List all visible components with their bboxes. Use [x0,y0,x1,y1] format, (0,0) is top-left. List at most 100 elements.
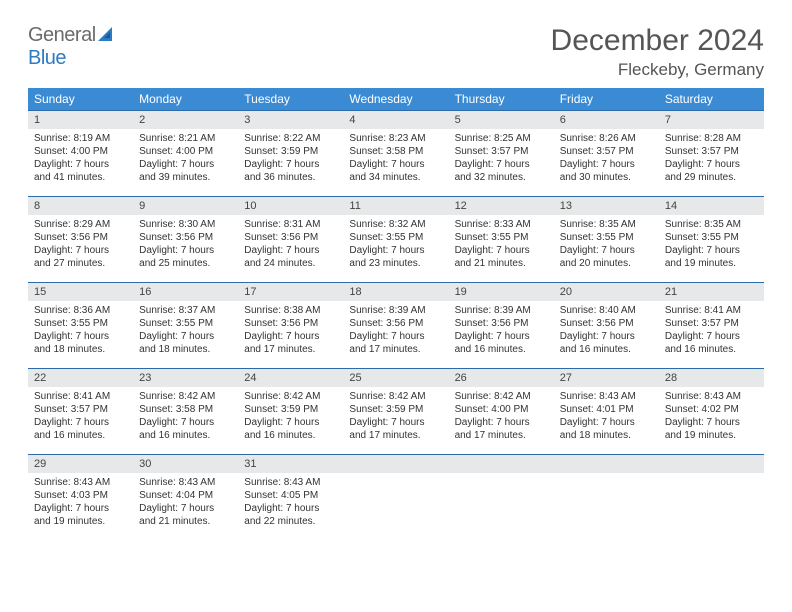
sunrise-text: Sunrise: 8:22 AM [244,132,337,145]
daylight-text: Daylight: 7 hours [665,416,758,429]
day-number: 26 [449,369,554,387]
daylight-text: and 36 minutes. [244,171,337,184]
day-body: Sunrise: 8:43 AMSunset: 4:03 PMDaylight:… [28,473,133,532]
calendar-cell: 4Sunrise: 8:23 AMSunset: 3:58 PMDaylight… [343,111,448,197]
daylight-text: Daylight: 7 hours [244,502,337,515]
sunset-text: Sunset: 3:55 PM [139,317,232,330]
daylight-text: Daylight: 7 hours [139,330,232,343]
calendar-cell: 20Sunrise: 8:40 AMSunset: 3:56 PMDayligh… [554,283,659,369]
day-body: Sunrise: 8:31 AMSunset: 3:56 PMDaylight:… [238,215,343,274]
day-body: Sunrise: 8:39 AMSunset: 3:56 PMDaylight:… [449,301,554,360]
sunset-text: Sunset: 3:59 PM [244,403,337,416]
calendar-cell: 9Sunrise: 8:30 AMSunset: 3:56 PMDaylight… [133,197,238,283]
daylight-text: and 18 minutes. [560,429,653,442]
sunset-text: Sunset: 3:58 PM [139,403,232,416]
brand-logo: General Blue [28,24,116,70]
weekday-header: Thursday [449,88,554,111]
title-block: December 2024 Fleckeby, Germany [551,24,764,80]
calendar-row: 29Sunrise: 8:43 AMSunset: 4:03 PMDayligh… [28,455,764,541]
daylight-text: Daylight: 7 hours [244,330,337,343]
day-number: 2 [133,111,238,129]
day-number: 30 [133,455,238,473]
header: General Blue December 2024 Fleckeby, Ger… [28,24,764,80]
sunrise-text: Sunrise: 8:40 AM [560,304,653,317]
weekday-header: Saturday [659,88,764,111]
calendar-cell: 19Sunrise: 8:39 AMSunset: 3:56 PMDayligh… [449,283,554,369]
sunrise-text: Sunrise: 8:19 AM [34,132,127,145]
sunrise-text: Sunrise: 8:43 AM [665,390,758,403]
calendar-row: 1Sunrise: 8:19 AMSunset: 4:00 PMDaylight… [28,111,764,197]
day-number: 8 [28,197,133,215]
sunrise-text: Sunrise: 8:43 AM [560,390,653,403]
sunrise-text: Sunrise: 8:43 AM [244,476,337,489]
daylight-text: Daylight: 7 hours [455,244,548,257]
day-number: 31 [238,455,343,473]
daylight-text: and 30 minutes. [560,171,653,184]
day-number: 20 [554,283,659,301]
daylight-text: and 21 minutes. [455,257,548,270]
calendar-cell: 12Sunrise: 8:33 AMSunset: 3:55 PMDayligh… [449,197,554,283]
day-body: Sunrise: 8:29 AMSunset: 3:56 PMDaylight:… [28,215,133,274]
day-body: Sunrise: 8:30 AMSunset: 3:56 PMDaylight:… [133,215,238,274]
day-body [554,473,659,529]
day-number: 19 [449,283,554,301]
day-body: Sunrise: 8:25 AMSunset: 3:57 PMDaylight:… [449,129,554,188]
sunrise-text: Sunrise: 8:36 AM [34,304,127,317]
day-number: 24 [238,369,343,387]
day-body: Sunrise: 8:28 AMSunset: 3:57 PMDaylight:… [659,129,764,188]
day-number [554,455,659,473]
calendar-cell: 18Sunrise: 8:39 AMSunset: 3:56 PMDayligh… [343,283,448,369]
sunset-text: Sunset: 4:02 PM [665,403,758,416]
calendar-cell: 7Sunrise: 8:28 AMSunset: 3:57 PMDaylight… [659,111,764,197]
daylight-text: and 41 minutes. [34,171,127,184]
daylight-text: Daylight: 7 hours [34,416,127,429]
calendar-cell: 13Sunrise: 8:35 AMSunset: 3:55 PMDayligh… [554,197,659,283]
daylight-text: Daylight: 7 hours [349,158,442,171]
daylight-text: Daylight: 7 hours [455,416,548,429]
calendar-row: 8Sunrise: 8:29 AMSunset: 3:56 PMDaylight… [28,197,764,283]
day-number: 4 [343,111,448,129]
day-body: Sunrise: 8:40 AMSunset: 3:56 PMDaylight:… [554,301,659,360]
day-body: Sunrise: 8:42 AMSunset: 4:00 PMDaylight:… [449,387,554,446]
daylight-text: Daylight: 7 hours [244,416,337,429]
daylight-text: and 32 minutes. [455,171,548,184]
sunset-text: Sunset: 3:55 PM [34,317,127,330]
daylight-text: and 16 minutes. [34,429,127,442]
day-body [343,473,448,529]
calendar-cell: 25Sunrise: 8:42 AMSunset: 3:59 PMDayligh… [343,369,448,455]
day-number: 29 [28,455,133,473]
calendar-cell: 10Sunrise: 8:31 AMSunset: 3:56 PMDayligh… [238,197,343,283]
day-body: Sunrise: 8:21 AMSunset: 4:00 PMDaylight:… [133,129,238,188]
day-number: 15 [28,283,133,301]
day-number: 25 [343,369,448,387]
sail-icon [98,27,116,41]
daylight-text: Daylight: 7 hours [665,244,758,257]
daylight-text: and 39 minutes. [139,171,232,184]
sunrise-text: Sunrise: 8:35 AM [665,218,758,231]
daylight-text: and 20 minutes. [560,257,653,270]
daylight-text: and 23 minutes. [349,257,442,270]
sunset-text: Sunset: 4:00 PM [455,403,548,416]
daylight-text: Daylight: 7 hours [244,244,337,257]
daylight-text: and 17 minutes. [244,343,337,356]
day-body: Sunrise: 8:43 AMSunset: 4:04 PMDaylight:… [133,473,238,532]
day-body: Sunrise: 8:26 AMSunset: 3:57 PMDaylight:… [554,129,659,188]
daylight-text: Daylight: 7 hours [455,330,548,343]
day-body: Sunrise: 8:23 AMSunset: 3:58 PMDaylight:… [343,129,448,188]
sunrise-text: Sunrise: 8:23 AM [349,132,442,145]
day-number: 5 [449,111,554,129]
brand-blue: Blue [28,47,66,69]
daylight-text: Daylight: 7 hours [560,416,653,429]
daylight-text: and 19 minutes. [34,515,127,528]
sunset-text: Sunset: 3:57 PM [665,317,758,330]
sunrise-text: Sunrise: 8:33 AM [455,218,548,231]
day-number [659,455,764,473]
day-number: 9 [133,197,238,215]
sunset-text: Sunset: 3:56 PM [349,317,442,330]
sunrise-text: Sunrise: 8:41 AM [665,304,758,317]
calendar-cell: 6Sunrise: 8:26 AMSunset: 3:57 PMDaylight… [554,111,659,197]
sunrise-text: Sunrise: 8:25 AM [455,132,548,145]
calendar-cell: 27Sunrise: 8:43 AMSunset: 4:01 PMDayligh… [554,369,659,455]
sunset-text: Sunset: 3:56 PM [244,231,337,244]
calendar-cell: 2Sunrise: 8:21 AMSunset: 4:00 PMDaylight… [133,111,238,197]
